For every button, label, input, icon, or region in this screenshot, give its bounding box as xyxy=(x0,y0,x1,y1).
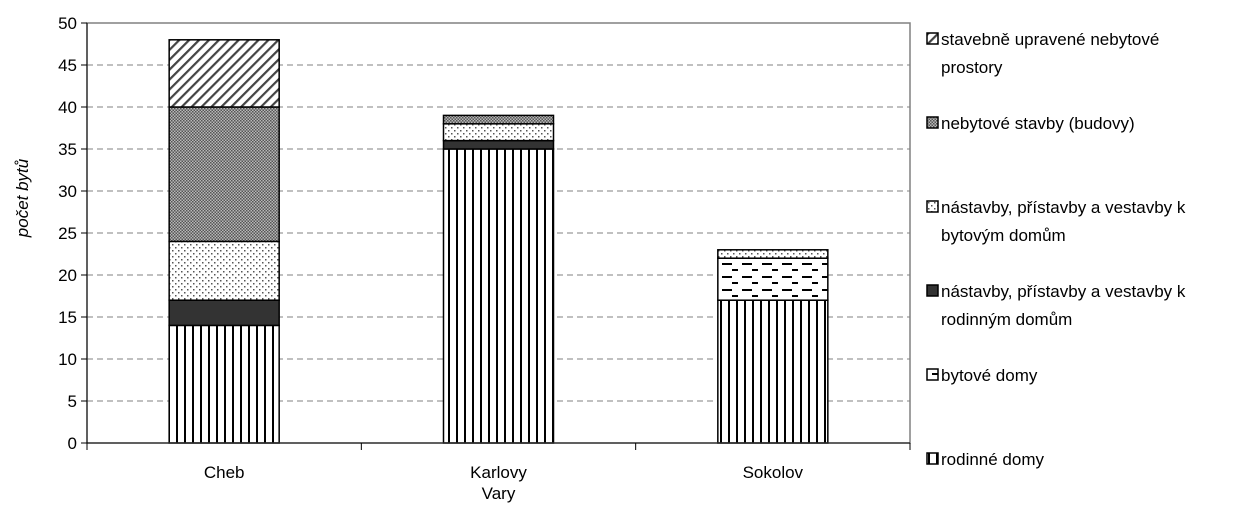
y-tick-label: 40 xyxy=(58,98,77,117)
legend-label: nebytové stavby (budovy) xyxy=(941,114,1135,133)
x-tick-label: Vary xyxy=(482,484,516,503)
legend-label: rodinným domům xyxy=(941,310,1072,329)
legend-label: nástavby, přístavby a vestavby k xyxy=(941,198,1186,217)
legend-label: bytovým domům xyxy=(941,226,1066,245)
y-axis-label: počet bytů xyxy=(13,158,32,238)
bar-segment xyxy=(717,249,829,259)
legend-label: rodinné domy xyxy=(941,450,1045,469)
legend-swatch xyxy=(926,200,939,213)
bar-segment xyxy=(168,39,280,108)
y-tick-label: 25 xyxy=(58,224,77,243)
y-tick-label: 45 xyxy=(58,56,77,75)
legend-label: nástavby, přístavby a vestavby k xyxy=(941,282,1186,301)
y-tick-label: 50 xyxy=(58,14,77,33)
bar-segment xyxy=(168,324,280,444)
legend-swatch xyxy=(926,452,939,465)
y-tick-label: 20 xyxy=(58,266,77,285)
x-tick-label: Cheb xyxy=(204,463,245,482)
bar-segment xyxy=(442,123,555,142)
bars xyxy=(168,39,829,444)
legend-swatch xyxy=(926,284,939,297)
y-tick-label: 5 xyxy=(68,392,77,411)
bar-segment xyxy=(168,106,280,243)
y-tick-label: 30 xyxy=(58,182,77,201)
bar-segment xyxy=(168,240,280,301)
legend-swatch xyxy=(926,116,939,129)
bar-segment xyxy=(442,114,555,125)
bar-segment xyxy=(442,139,555,150)
legend-swatch xyxy=(926,368,939,381)
y-tick-label: 10 xyxy=(58,350,77,369)
legend-label: prostory xyxy=(941,58,1003,77)
bar-segment xyxy=(168,299,280,327)
y-tick-label: 0 xyxy=(68,434,77,453)
y-tick-label: 15 xyxy=(58,308,77,327)
x-tick-label: Karlovy xyxy=(470,463,527,482)
bar-segment xyxy=(442,148,555,444)
bar-segment xyxy=(717,257,829,301)
legend-swatch xyxy=(926,32,939,45)
legend: stavebně upravené nebytové prostory nebyto… xyxy=(926,30,1186,469)
legend-label: bytové domy xyxy=(941,366,1038,385)
axes: 0 5 10 15 20 25 30 35 40 45 50 Cheb Karlovy Vary Sokol… xyxy=(58,14,911,503)
legend-label: stavebně upravené nebytové xyxy=(941,30,1159,49)
x-tick-label: Sokolov xyxy=(743,463,804,482)
y-tick-label: 35 xyxy=(58,140,77,159)
bar-segment xyxy=(717,299,829,444)
